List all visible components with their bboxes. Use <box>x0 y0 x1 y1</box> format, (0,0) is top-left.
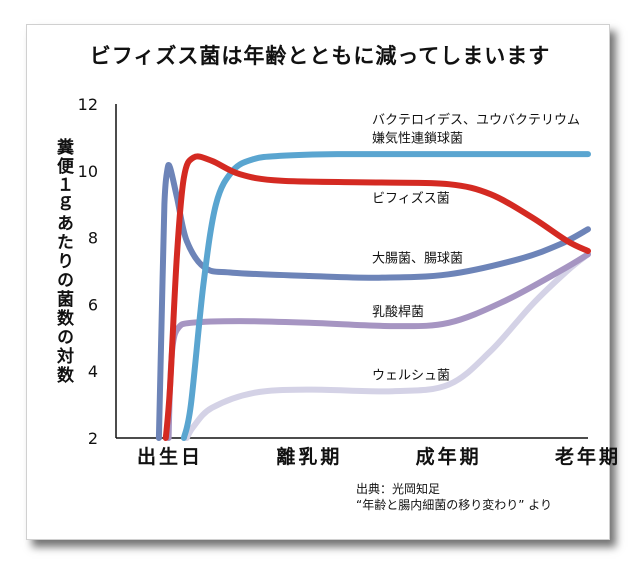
series-line-1 <box>162 153 591 441</box>
y-tick-label: 2 <box>88 429 98 448</box>
chart-card <box>26 24 610 540</box>
x-tick-label: 老年期 <box>555 445 621 468</box>
y-tick-label: 6 <box>88 295 98 314</box>
x-tick-label: 出生日 <box>137 445 203 468</box>
y-tick-label: 8 <box>88 229 98 248</box>
series-label: 大腸菌、腸球菌 <box>372 252 463 267</box>
y-tick-label: 12 <box>78 95 98 114</box>
chart-title: ビフィズス菌は年齢とともに減ってしまいます <box>89 44 551 68</box>
series-label: 乳酸桿菌 <box>372 305 424 320</box>
series-label: バクテロイデス、ユウバクテリウム <box>372 112 580 128</box>
y-axis-label: 糞便１ｇあたりの菌数の対数 <box>53 138 73 385</box>
series-line-3 <box>165 251 591 441</box>
source-note: 出典：光岡知足 “年齢と腸内細菌の移り変わり” より <box>356 481 552 513</box>
x-tick-label: 成年期 <box>416 445 482 468</box>
y-tick-label: 4 <box>88 362 98 381</box>
series-line-4 <box>183 251 591 441</box>
source-line-1: 出典：光岡知足 <box>356 482 441 496</box>
x-tick-label: 離乳期 <box>276 445 342 468</box>
series-label: ウェルシュ菌 <box>372 369 450 384</box>
series-label: ビフィズス菌 <box>372 191 450 207</box>
source-line-2: “年齢と腸内細菌の移り変わり” より <box>356 498 553 512</box>
y-tick-label: 10 <box>78 162 98 181</box>
series-line-0 <box>180 150 591 441</box>
series-label: 嫌気性連鎖球菌 <box>372 130 463 146</box>
